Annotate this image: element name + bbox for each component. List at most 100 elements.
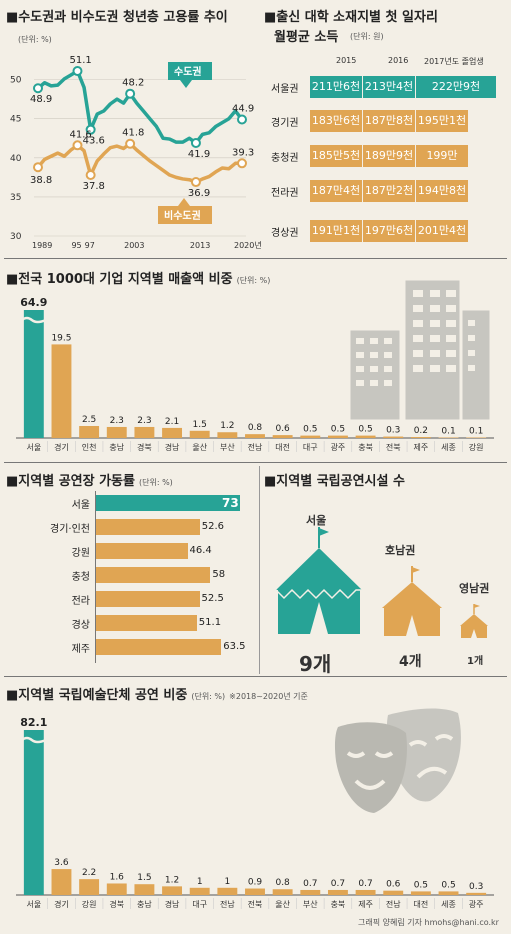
sales-bar-chart: 64.9 서울 19.5 경기 2.5 인천 2.3 충남 2.3 경북 2.1 경남 1.5 울산 1.2… (16, 296, 494, 452)
category-label: 강원 (469, 442, 484, 452)
bar (383, 436, 404, 438)
category-label: 서울 (26, 900, 41, 909)
category-label: 대구 (192, 900, 207, 909)
bar-value-label: 2.5 (82, 415, 96, 425)
bar (134, 426, 155, 438)
arts-title-text: ■지역별 국립예술단체 공연 비중 (6, 688, 188, 703)
wage-row-label: 경상권 (271, 228, 299, 239)
bar-value-label: 1.2 (165, 875, 179, 885)
data-label: 48.9 (30, 94, 52, 105)
bar (245, 434, 265, 438)
factory-bar (96, 519, 200, 535)
category-label: 전남 (248, 442, 263, 452)
wage-row-label: 경기권 (271, 118, 299, 129)
wage-year-2016: 2016 (388, 56, 409, 65)
bar-value-label: 0.7 (303, 879, 317, 889)
bar-value-label: 3.6 (54, 858, 69, 868)
factory-bar (96, 615, 197, 631)
bar (466, 892, 487, 895)
x-tick-label: 95 (71, 241, 81, 250)
data-label: 37.8 (83, 181, 105, 192)
factory-title-text: ■지역별 공연장 가동률 (6, 474, 135, 489)
series-line-noncapital (36, 141, 242, 184)
factory-bar (96, 639, 222, 655)
bar-value-label: 0.5 (331, 425, 345, 435)
bar (106, 883, 127, 895)
data-point (72, 140, 83, 151)
category-label: 전남 (220, 899, 235, 909)
wage-cell: 197만6천 (363, 220, 415, 242)
svg-text:비수도권: 비수도권 (164, 209, 201, 222)
venue-region-seoul: 서울 (306, 514, 327, 527)
category-label: 대전 (414, 899, 429, 909)
bar-value-label: 0.2 (414, 426, 428, 436)
bar (162, 427, 183, 438)
wage-cell: 187만8천 (363, 110, 415, 132)
factory-value-label: 63.5 (223, 641, 246, 652)
bar-value-label: 2.3 (137, 416, 151, 426)
bar (23, 730, 44, 895)
x-tick-label: 2020년 (234, 240, 262, 250)
x-tick-label: 1989 (32, 241, 52, 250)
tent-yeongnam-icon (460, 604, 488, 638)
category-label: 전북 (386, 442, 401, 452)
factory-value-label: 52.6 (201, 521, 225, 532)
bar-value-label: 64.9 (20, 296, 47, 309)
bar (189, 430, 210, 438)
wage-title-line1: ■출신 대학 소재지별 첫 일자리 (264, 10, 438, 25)
category-label: 울산 (192, 442, 207, 452)
category-label: 광주 (469, 899, 484, 909)
divider-vertical (259, 466, 260, 674)
bar-value-label: 0.5 (414, 880, 428, 890)
tent-seoul-icon (275, 527, 362, 634)
data-label: 51.1 (69, 55, 91, 66)
factory-value-label: 73 (222, 496, 239, 510)
sales-title-text: ■전국 1000대 기업 지역별 매출액 비중 (6, 272, 233, 287)
bar (272, 889, 293, 895)
buildings-illustration (349, 279, 491, 421)
y-tick-label: 40 (10, 154, 22, 164)
bar (410, 891, 431, 895)
divider (4, 258, 507, 259)
theater-masks-illustration (334, 708, 461, 813)
category-label: 충북 (331, 900, 346, 909)
wage-cell: 195만1천 (416, 110, 468, 132)
factory-category-label: 경상 (71, 620, 90, 631)
factory-bar (96, 495, 240, 511)
factory-category-label: 충청 (71, 572, 90, 583)
factory-category-label: 경기·인천 (50, 524, 90, 535)
category-label: 전북 (248, 899, 263, 909)
factory-bar (96, 567, 211, 583)
bar (23, 310, 44, 438)
bar-value-label: 0.5 (441, 880, 455, 890)
bar (383, 890, 404, 895)
bar-value-label: 0.6 (386, 880, 401, 890)
wage-cell: 187만2천 (363, 180, 415, 202)
series-line-capital (36, 69, 244, 145)
category-label: 대구 (303, 443, 318, 452)
y-tick-label: 35 (10, 193, 21, 203)
bar-value-label: 0.5 (303, 425, 317, 435)
factory-value-label: 46.4 (189, 545, 212, 556)
category-label: 경남 (165, 899, 180, 909)
data-label: 36.9 (188, 188, 210, 199)
data-point (125, 138, 136, 149)
bar-value-label: 1 (197, 877, 203, 887)
data-label: 41.6 (69, 129, 91, 140)
bar-value-label: 0.5 (358, 425, 372, 435)
category-label: 경남 (165, 442, 180, 452)
x-tick-label: 2003 (124, 241, 144, 250)
axis-break-mark (21, 316, 47, 324)
category-label: 제주 (358, 900, 373, 909)
employment-unit: (단위: %) (18, 35, 52, 44)
legend-capital: 수도권 (168, 62, 212, 88)
employment-title: ■수도권과 비수도권 청년층 고용률 추이 (6, 10, 228, 25)
data-label: 38.8 (30, 175, 52, 186)
factory-category-label: 전라 (71, 596, 90, 607)
category-label: 전남 (386, 899, 401, 909)
category-label: 충남 (109, 443, 124, 452)
y-tick-label: 30 (10, 232, 22, 242)
wage-cell: 211만6천 (310, 76, 362, 98)
sales-unit: (단위: %) (236, 276, 271, 285)
category-label: 경북 (109, 899, 124, 909)
